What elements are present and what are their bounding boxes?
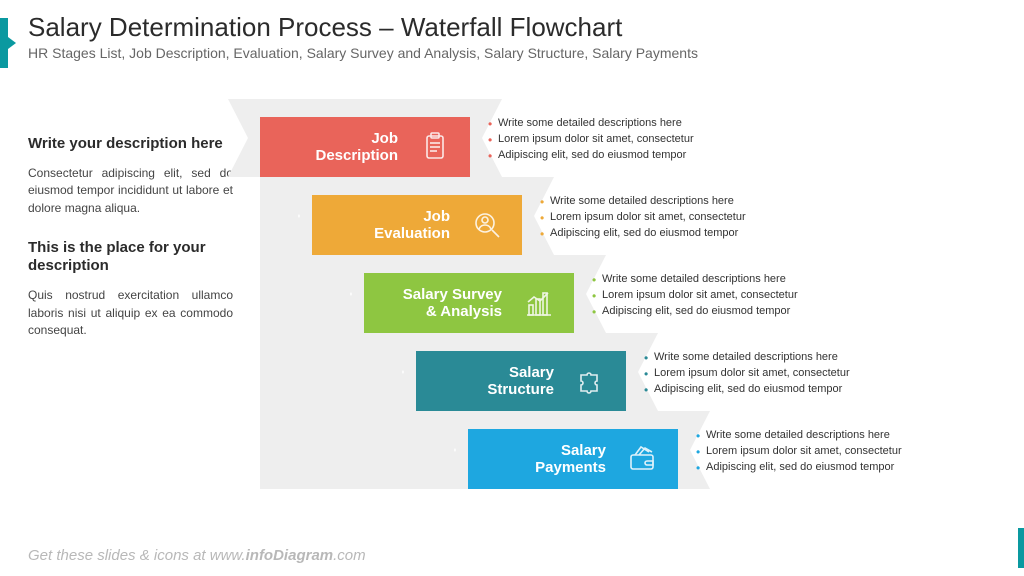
bullet-item: Adipiscing elit, sed do eiusmod tempor — [696, 460, 1006, 476]
step-block: JobDescription — [260, 117, 470, 177]
step-block: SalaryPayments — [468, 429, 678, 489]
step-label: JobDescription — [260, 130, 410, 165]
sidebar-para-2: Quis nostrud exercitation ullamco labori… — [28, 287, 233, 339]
page-subtitle: HR Stages List, Job Description, Evaluat… — [28, 45, 996, 61]
waterfall-step: Salary Survey& Analysis — [364, 264, 574, 342]
bar-chart-icon — [514, 273, 564, 333]
step-bullets: Write some detailed descriptions hereLor… — [644, 350, 954, 398]
step-bullets: Write some detailed descriptions hereLor… — [540, 194, 850, 242]
bullet-item: Write some detailed descriptions here — [696, 428, 1006, 444]
waterfall-step: JobEvaluation — [312, 186, 522, 264]
bullet-item: Write some detailed descriptions here — [644, 350, 954, 366]
bullet-item: Adipiscing elit, sed do eiusmod tempor — [592, 304, 902, 320]
sidebar: Write your description here Consectetur … — [28, 135, 233, 361]
footer-suffix: .com — [333, 547, 366, 564]
waterfall-step: SalaryPayments — [468, 420, 678, 498]
footer-credit: Get these slides & icons at www.infoDiag… — [28, 547, 366, 564]
step-bullets: Write some detailed descriptions hereLor… — [488, 116, 798, 164]
wallet-icon — [618, 429, 668, 489]
bullet-item: Write some detailed descriptions here — [488, 116, 798, 132]
waterfall-step: SalaryStructure — [416, 342, 626, 420]
clipboard-icon — [410, 117, 460, 177]
right-accent-bar — [1018, 528, 1024, 568]
bullet-item: Adipiscing elit, sed do eiusmod tempor — [644, 382, 954, 398]
bullet-item: Adipiscing elit, sed do eiusmod tempor — [540, 226, 850, 242]
waterfall-flowchart: JobDescription Write some detailed descri… — [260, 108, 1000, 528]
page-title: Salary Determination Process – Waterfall… — [28, 12, 996, 43]
step-bullets: Write some detailed descriptions hereLor… — [592, 272, 902, 320]
step-block: SalaryStructure — [416, 351, 626, 411]
left-accent-bar — [0, 18, 8, 68]
bullet-item: Lorem ipsum dolor sit amet, consectetur — [540, 210, 850, 226]
bullet-item: Lorem ipsum dolor sit amet, consectetur — [644, 366, 954, 382]
step-block: JobEvaluation — [312, 195, 522, 255]
puzzle-icon — [566, 351, 616, 411]
step-label: SalaryPayments — [468, 442, 618, 477]
waterfall-bg-left — [260, 255, 368, 333]
sidebar-heading-2: This is the place for your description — [28, 239, 233, 275]
waterfall-step: JobDescription — [260, 108, 470, 186]
step-block: Salary Survey& Analysis — [364, 273, 574, 333]
sidebar-para-1: Consectetur adipiscing elit, sed do eius… — [28, 165, 233, 217]
bullet-item: Write some detailed descriptions here — [592, 272, 902, 288]
bullet-item: Lorem ipsum dolor sit amet, consectetur — [696, 444, 1006, 460]
bullet-item: Adipiscing elit, sed do eiusmod tempor — [488, 148, 798, 164]
bullet-item: Write some detailed descriptions here — [540, 194, 850, 210]
header: Salary Determination Process – Waterfall… — [28, 12, 996, 61]
step-label: Salary Survey& Analysis — [364, 286, 514, 321]
sidebar-heading-1: Write your description here — [28, 135, 233, 153]
step-label: SalaryStructure — [416, 364, 566, 399]
bullet-item: Lorem ipsum dolor sit amet, consectetur — [488, 132, 798, 148]
step-bullets: Write some detailed descriptions hereLor… — [696, 428, 1006, 476]
footer-brand: infoDiagram — [246, 547, 334, 564]
person-search-icon — [462, 195, 512, 255]
waterfall-bg-left — [260, 411, 472, 489]
footer-prefix: Get these slides & icons at www. — [28, 547, 246, 564]
step-label: JobEvaluation — [312, 208, 462, 243]
waterfall-bg-left — [260, 333, 420, 411]
bullet-item: Lorem ipsum dolor sit amet, consectetur — [592, 288, 902, 304]
